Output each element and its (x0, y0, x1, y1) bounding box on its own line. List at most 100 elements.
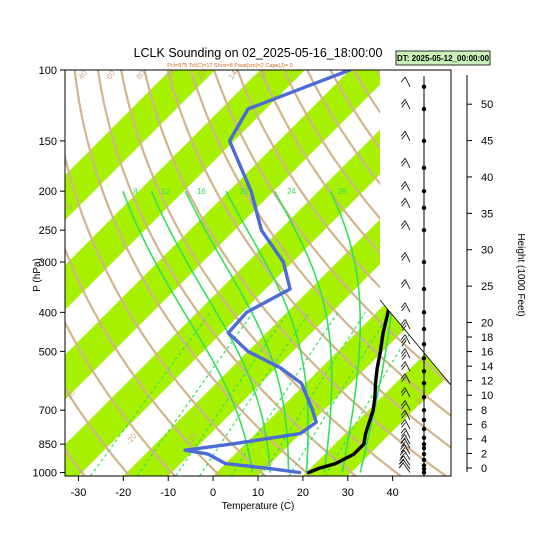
wind-barb-flag (400, 447, 406, 453)
height-tick-label: 18 (481, 332, 493, 344)
wind-barb-flag (401, 305, 406, 312)
wind-barb-flag (400, 387, 406, 393)
moist-adiabat-label: 16 (197, 187, 206, 196)
wind-barb-flag (399, 450, 405, 456)
wind-barb-shaft (404, 334, 411, 345)
wind-level-dot (421, 368, 427, 374)
wind-barb-flag (400, 437, 406, 443)
dry-adiabat-label: 140 (226, 65, 242, 81)
moist-adiabat-label: 20 (239, 187, 248, 196)
y-tick-label: 700 (39, 405, 57, 417)
wind-barb-flag (400, 319, 406, 325)
wind-barb-shaft (404, 99, 411, 110)
dewpoint-line (183, 70, 352, 475)
wind-level-dot (421, 457, 427, 463)
wind-barb-shaft (404, 444, 411, 455)
height-tick-label: 4 (481, 434, 487, 446)
x-tick-label: 40 (387, 487, 399, 499)
wind-barb-flag (400, 348, 406, 354)
wind-barb-flag (400, 131, 406, 137)
dry-adiabat (236, 70, 451, 355)
height-tick-label: 14 (481, 361, 493, 373)
wind-barb-flag (401, 255, 406, 261)
x-axis-label: Temperature (C) (222, 501, 295, 512)
wind-barb-flag (401, 403, 406, 409)
wind-barb-shaft (404, 279, 411, 290)
x-tick-label: 0 (210, 487, 216, 499)
wind-barb-shaft (404, 76, 411, 87)
wind-barb-flag (399, 458, 405, 465)
wind-barb-flag (401, 223, 406, 229)
height-tick-label: 35 (481, 208, 493, 220)
height-tick-label: 25 (481, 281, 493, 293)
wind-level-dot (421, 106, 427, 112)
wind-level-dot (421, 188, 427, 194)
wind-level-dot (421, 342, 427, 347)
wind-barb-flag (399, 462, 404, 468)
wind-barb-flag (401, 354, 407, 360)
wind-barb-shaft (404, 181, 411, 192)
x-tick-label: -10 (160, 487, 176, 499)
height-tick-label: 20 (481, 317, 493, 329)
wind-level-dot (421, 227, 427, 233)
wind-level-dot (421, 407, 427, 413)
wind-barb-flag (401, 376, 406, 382)
moist-adiabat-label: 24 (287, 187, 296, 196)
wind-barb-flag (400, 444, 405, 450)
wind-barb-flag (400, 400, 406, 406)
wind-panel-edge (379, 299, 452, 386)
moist-adiabat (184, 190, 290, 473)
wind-level-dot (421, 463, 427, 468)
wind-barb-flag (400, 410, 406, 416)
isotherm-band (65, 70, 451, 476)
height-tick-label: 2 (481, 448, 487, 460)
dry-adiabat (65, 246, 222, 476)
dry-adiabat (65, 386, 132, 476)
y-tick-label: 850 (39, 439, 57, 451)
wind-barb-shaft (403, 455, 411, 466)
height-tick-label: 50 (481, 99, 493, 111)
wind-barb-shaft (404, 419, 411, 430)
wind-barb-flag (400, 252, 406, 258)
x-tick-label: 30 (342, 487, 354, 499)
wind-barb-flag (400, 279, 406, 285)
dry-adiabat-label: 160 (256, 65, 272, 81)
height-tick-label: 12 (481, 376, 493, 388)
moist-adiabat-label: 8 (133, 187, 138, 196)
wind-barb-flag (400, 373, 406, 379)
dry-adiabat-label: 100 (164, 65, 180, 81)
wind-barb-shaft (404, 319, 411, 330)
wind-barb-flag (401, 422, 406, 428)
wind-level-dot (421, 470, 427, 475)
y-tick-label: 400 (39, 307, 57, 319)
dry-adiabat-label: 80 (134, 68, 147, 81)
wind-barb-shaft (404, 373, 411, 384)
wind-level-dot (421, 395, 427, 400)
wind-panel (379, 76, 452, 476)
wind-barb-flag (401, 337, 406, 343)
moist-adiabat-label: 28 (338, 187, 347, 196)
x-tick-label: 20 (297, 487, 309, 499)
dry-adiabat (166, 70, 451, 449)
wind-level-dot (421, 356, 427, 361)
dry-adiabat-label: 120 (194, 65, 210, 81)
mixing-ratio-line (261, 312, 366, 476)
wind-barb-flag (400, 99, 406, 105)
mixing-ratio-line (288, 312, 391, 476)
wind-barb-flag (400, 434, 406, 440)
wind-level-dot (421, 451, 427, 457)
wind-barb-shaft (402, 459, 411, 470)
wind-level-dot (421, 326, 427, 332)
wind-level-dot (421, 417, 427, 423)
wind-barb-shaft (404, 438, 411, 449)
wind-barb-shaft (404, 302, 411, 313)
wind-barb-flag (401, 390, 406, 396)
wind-barb-flag (400, 441, 406, 447)
wind-barb-shaft (404, 198, 411, 209)
wind-barb-flag (401, 430, 406, 437)
wind-barb-flag (401, 282, 406, 288)
moist-adiabat (225, 190, 309, 473)
wind-barb-flag (400, 157, 406, 164)
wind-barb-flag (401, 134, 406, 140)
